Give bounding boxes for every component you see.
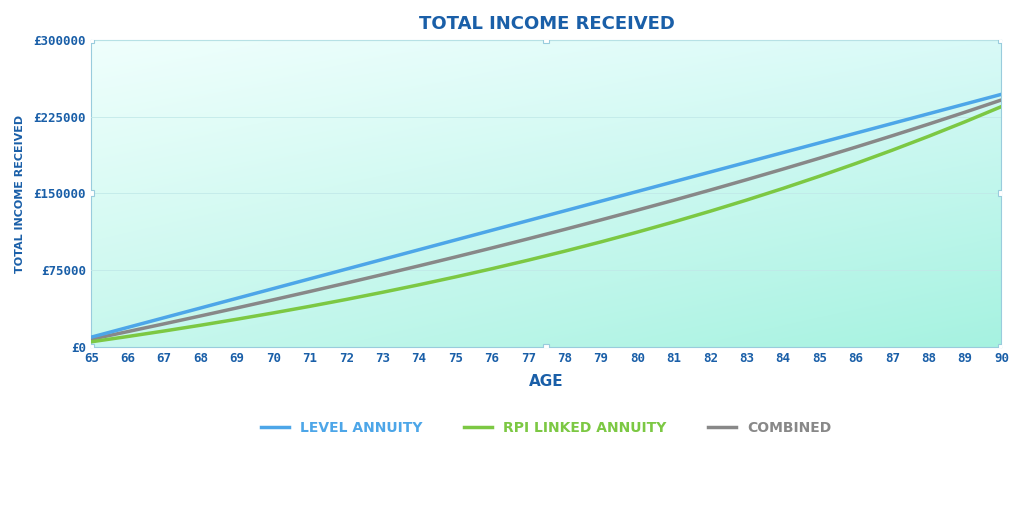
RPI LINKED ANNUITY [813,173,825,180]
LEVEL ANNUITY [450,237,462,243]
COMBINED [522,235,535,242]
RPI LINKED ANNUITY [995,103,1008,110]
LEVEL ANNUITY [485,227,498,233]
COMBINED [122,328,134,335]
RPI LINKED ANNUITY [740,197,753,203]
RPI LINKED ANNUITY [958,119,971,125]
X-axis label: AGE: AGE [529,374,564,389]
RPI LINKED ANNUITY [705,208,717,214]
Line: LEVEL ANNUITY: LEVEL ANNUITY [91,95,1001,337]
COMBINED [886,133,898,139]
COMBINED [413,262,425,269]
LEVEL ANNUITY [122,324,134,331]
COMBINED [195,313,207,319]
RPI LINKED ANNUITY [230,316,243,323]
Line: RPI LINKED ANNUITY: RPI LINKED ANNUITY [91,107,1001,342]
RPI LINKED ANNUITY [377,289,389,296]
LEVEL ANNUITY [558,208,570,214]
COMBINED [995,97,1008,103]
COMBINED [923,121,935,127]
LEVEL ANNUITY [740,159,753,165]
Line: COMBINED: COMBINED [91,100,1001,340]
LEVEL ANNUITY [705,169,717,175]
COMBINED [705,187,717,193]
LEVEL ANNUITY [632,188,644,195]
COMBINED [485,245,498,251]
RPI LINKED ANNUITY [413,281,425,288]
LEVEL ANNUITY [158,315,170,321]
RPI LINKED ANNUITY [485,266,498,272]
COMBINED [340,280,352,286]
COMBINED [740,176,753,183]
COMBINED [377,271,389,278]
LEVEL ANNUITY [923,110,935,117]
LEVEL ANNUITY [595,198,607,204]
COMBINED [777,166,790,172]
LEVEL ANNUITY [958,101,971,107]
LEVEL ANNUITY [267,286,280,292]
RPI LINKED ANNUITY [558,248,570,254]
RPI LINKED ANNUITY [850,161,862,167]
COMBINED [304,288,316,295]
LEVEL ANNUITY [995,91,1008,98]
LEVEL ANNUITY [304,276,316,282]
COMBINED [450,254,462,260]
COMBINED [958,109,971,115]
RPI LINKED ANNUITY [450,274,462,280]
COMBINED [230,305,243,311]
LEVEL ANNUITY [813,140,825,146]
RPI LINKED ANNUITY [340,296,352,303]
COMBINED [595,216,607,223]
RPI LINKED ANNUITY [195,322,207,328]
LEVEL ANNUITY [413,247,425,253]
RPI LINKED ANNUITY [923,133,935,139]
COMBINED [85,336,97,343]
LEVEL ANNUITY [886,120,898,127]
COMBINED [668,197,680,203]
LEVEL ANNUITY [195,305,207,311]
COMBINED [267,297,280,303]
LEVEL ANNUITY [777,149,790,156]
RPI LINKED ANNUITY [122,333,134,340]
LEVEL ANNUITY [85,334,97,340]
COMBINED [632,207,644,213]
RPI LINKED ANNUITY [595,239,607,245]
Legend: LEVEL ANNUITY, RPI LINKED ANNUITY, COMBINED: LEVEL ANNUITY, RPI LINKED ANNUITY, COMBI… [256,415,837,440]
COMBINED [558,227,570,233]
Title: TOTAL INCOME RECEIVED: TOTAL INCOME RECEIVED [419,15,675,33]
LEVEL ANNUITY [230,295,243,301]
RPI LINKED ANNUITY [522,257,535,263]
RPI LINKED ANNUITY [777,185,790,192]
RPI LINKED ANNUITY [886,147,898,153]
COMBINED [850,144,862,150]
RPI LINKED ANNUITY [304,303,316,309]
LEVEL ANNUITY [850,130,862,136]
LEVEL ANNUITY [668,178,680,185]
RPI LINKED ANNUITY [267,310,280,316]
COMBINED [158,320,170,327]
Y-axis label: TOTAL INCOME RECEIVED: TOTAL INCOME RECEIVED [15,115,25,272]
RPI LINKED ANNUITY [668,219,680,225]
LEVEL ANNUITY [377,256,389,262]
RPI LINKED ANNUITY [158,328,170,334]
COMBINED [813,155,825,162]
RPI LINKED ANNUITY [632,229,644,235]
LEVEL ANNUITY [340,266,352,272]
RPI LINKED ANNUITY [85,338,97,345]
LEVEL ANNUITY [522,218,535,224]
